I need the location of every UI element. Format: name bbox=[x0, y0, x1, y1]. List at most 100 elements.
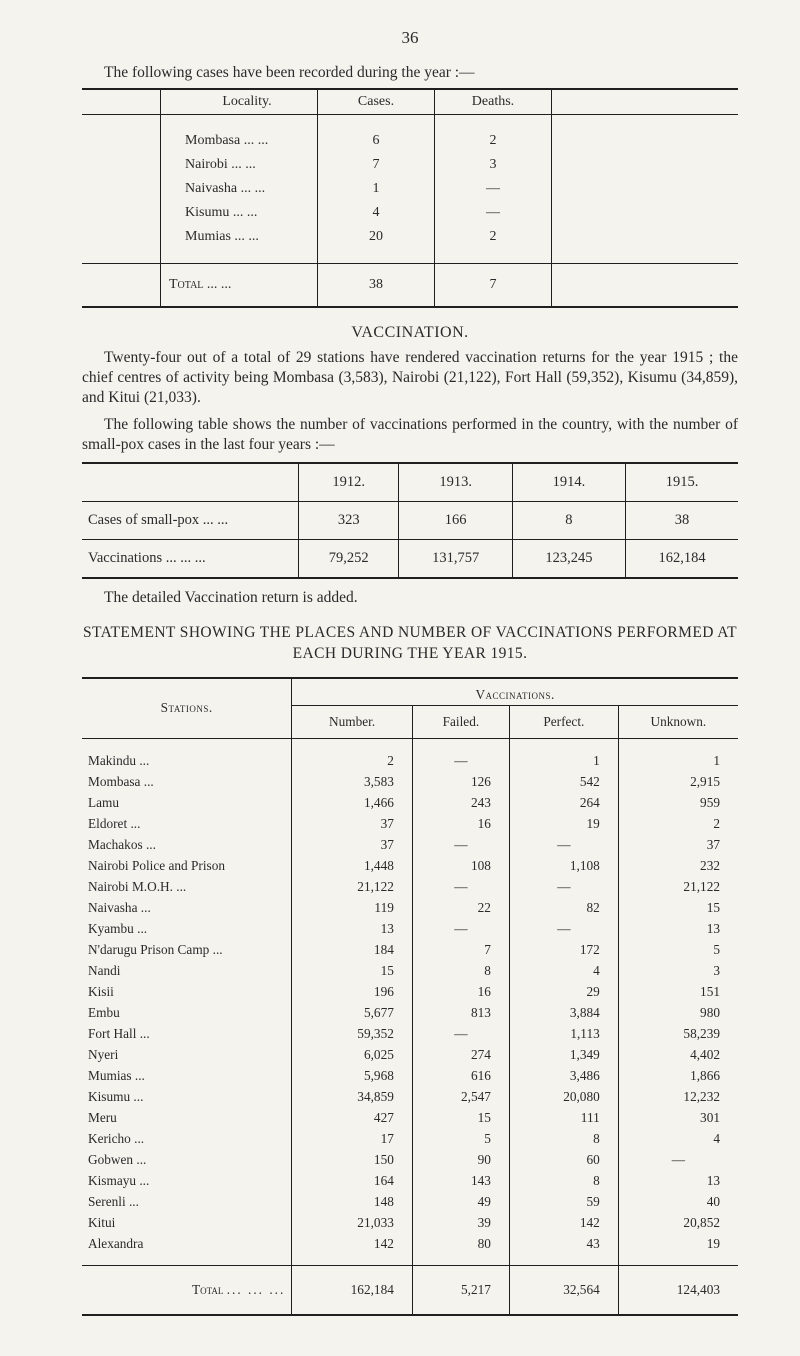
t3-cell: 616 bbox=[412, 1065, 509, 1086]
t2-r1-c2: 166 bbox=[399, 501, 512, 539]
t3-cell: 813 bbox=[412, 1002, 509, 1023]
t3-cell: 17 bbox=[292, 1128, 413, 1149]
t3-cell: 15 bbox=[292, 960, 413, 981]
t2-r2-label: Vaccinations ... ... ... bbox=[82, 539, 299, 577]
t3-total-label: Total ... ... ... bbox=[82, 1266, 292, 1315]
t3-cell: 3,583 bbox=[292, 771, 413, 792]
t3-total-failed: 5,217 bbox=[412, 1266, 509, 1315]
t1-cases: 20 bbox=[318, 225, 435, 249]
t3-cell: 196 bbox=[292, 981, 413, 1002]
table1: Locality. Cases. Deaths. Mombasa ... ...… bbox=[82, 90, 738, 306]
t1-h-deaths: Deaths. bbox=[435, 90, 552, 115]
t3-cell: 427 bbox=[292, 1107, 413, 1128]
t3-station: Naivasha ... bbox=[82, 897, 292, 918]
t3-cell: 4 bbox=[509, 960, 618, 981]
t3-cell: — bbox=[412, 834, 509, 855]
t3-cell: 1,349 bbox=[509, 1044, 618, 1065]
t3-cell: 126 bbox=[412, 771, 509, 792]
t3-cell: 142 bbox=[509, 1212, 618, 1233]
t3-cell: 232 bbox=[618, 855, 738, 876]
t3-cell: 274 bbox=[412, 1044, 509, 1065]
t3-cell: — bbox=[509, 834, 618, 855]
t3-station: Meru bbox=[82, 1107, 292, 1128]
t3-cell: 542 bbox=[509, 771, 618, 792]
t3-station: Fort Hall ... bbox=[82, 1023, 292, 1044]
t3-cell: 172 bbox=[509, 939, 618, 960]
t3-cell: 49 bbox=[412, 1191, 509, 1212]
t2-r1-label: Cases of small-pox ... ... bbox=[82, 501, 299, 539]
t1-loc: Nairobi ... ... bbox=[161, 153, 318, 177]
t3-station: Nandi bbox=[82, 960, 292, 981]
t3-sub-perfect: Perfect. bbox=[509, 706, 618, 739]
t3-station: Kisii bbox=[82, 981, 292, 1002]
t3-station: Embu bbox=[82, 1002, 292, 1023]
t3-cell: 15 bbox=[412, 1107, 509, 1128]
t3-station: Kitui bbox=[82, 1212, 292, 1233]
t3-cell: 1,113 bbox=[509, 1023, 618, 1044]
t2-r2-c3: 123,245 bbox=[512, 539, 625, 577]
t3-cell: — bbox=[509, 876, 618, 897]
t3-station: Serenli ... bbox=[82, 1191, 292, 1212]
t3-cell: 980 bbox=[618, 1002, 738, 1023]
t3-cell: 59 bbox=[509, 1191, 618, 1212]
t3-cell: 19 bbox=[618, 1233, 738, 1254]
t1-cases: 6 bbox=[318, 129, 435, 153]
t1-deaths: 3 bbox=[435, 153, 552, 177]
t3-cell: 6,025 bbox=[292, 1044, 413, 1065]
t3-station: Kismayu ... bbox=[82, 1170, 292, 1191]
t3-cell: 1 bbox=[509, 750, 618, 771]
t3-sub-failed: Failed. bbox=[412, 706, 509, 739]
t3-cell: 2,547 bbox=[412, 1086, 509, 1107]
t2-y4: 1915. bbox=[626, 464, 738, 502]
detail-line: The detailed Vaccination return is added… bbox=[82, 589, 738, 607]
t3-cell: 60 bbox=[509, 1149, 618, 1170]
para1: Twenty-four out of a total of 29 station… bbox=[82, 348, 738, 409]
t3-cell: 90 bbox=[412, 1149, 509, 1170]
t3-cell: 37 bbox=[292, 813, 413, 834]
table3-wrap: Stations. Vaccinations. Number. Failed. … bbox=[82, 677, 738, 1317]
t3-cell: 4 bbox=[618, 1128, 738, 1149]
t3-cell: — bbox=[412, 876, 509, 897]
t3-cell: 184 bbox=[292, 939, 413, 960]
t2-r1-c1: 323 bbox=[299, 501, 399, 539]
t3-station: Lamu bbox=[82, 792, 292, 813]
t3-cell: 37 bbox=[292, 834, 413, 855]
t3-cell: 164 bbox=[292, 1170, 413, 1191]
table3: Stations. Vaccinations. Number. Failed. … bbox=[82, 679, 738, 1315]
t2-y3: 1914. bbox=[512, 464, 625, 502]
t3-station: Eldoret ... bbox=[82, 813, 292, 834]
t3-cell: 8 bbox=[412, 960, 509, 981]
t3-station: Nairobi Police and Prison bbox=[82, 855, 292, 876]
t3-station: Makindu ... bbox=[82, 750, 292, 771]
t3-cell: 111 bbox=[509, 1107, 618, 1128]
t1-cases: 4 bbox=[318, 201, 435, 225]
t1-total-deaths: 7 bbox=[435, 263, 552, 306]
t3-cell: 5,968 bbox=[292, 1065, 413, 1086]
t1-total-cases: 38 bbox=[318, 263, 435, 306]
intro-line: The following cases have been recorded d… bbox=[82, 64, 738, 82]
t3-station: Mumias ... bbox=[82, 1065, 292, 1086]
t3-cell: 5 bbox=[618, 939, 738, 960]
t3-cell: 5,677 bbox=[292, 1002, 413, 1023]
t3-cell: — bbox=[412, 750, 509, 771]
t3-station: Machakos ... bbox=[82, 834, 292, 855]
t1-deaths: 2 bbox=[435, 225, 552, 249]
t1-total-label: Total ... ... bbox=[161, 263, 318, 306]
t3-cell: — bbox=[509, 918, 618, 939]
t3-cell: 16 bbox=[412, 981, 509, 1002]
t3-cell: 8 bbox=[509, 1128, 618, 1149]
t3-total-number: 162,184 bbox=[292, 1266, 413, 1315]
t3-cell: 8 bbox=[509, 1170, 618, 1191]
t3-cell: 39 bbox=[412, 1212, 509, 1233]
t3-cell: 1,108 bbox=[509, 855, 618, 876]
t3-cell: 301 bbox=[618, 1107, 738, 1128]
t3-station: Kericho ... bbox=[82, 1128, 292, 1149]
t1-deaths: 2 bbox=[435, 129, 552, 153]
t3-cell: 1,866 bbox=[618, 1065, 738, 1086]
t3-cell: 264 bbox=[509, 792, 618, 813]
para2: The following table shows the number of … bbox=[82, 415, 738, 456]
t3-cell: 21,122 bbox=[618, 876, 738, 897]
t3-cell: 58,239 bbox=[618, 1023, 738, 1044]
t3-cell: 12,232 bbox=[618, 1086, 738, 1107]
table2-wrap: 1912. 1913. 1914. 1915. Cases of small-p… bbox=[82, 462, 738, 579]
